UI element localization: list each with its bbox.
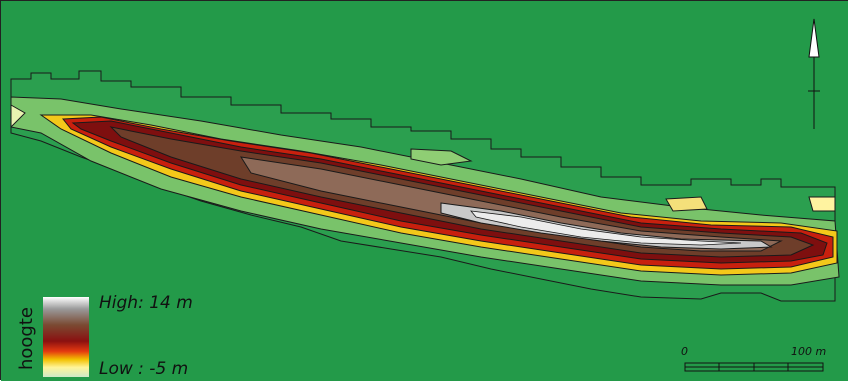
patch-green-3 xyxy=(808,196,836,212)
legend-title: hoogte xyxy=(15,306,37,370)
north-arrow-icon xyxy=(808,18,820,129)
patch-green-1 xyxy=(410,148,473,166)
contour-band-taupe xyxy=(240,156,783,252)
scale-bar xyxy=(684,362,824,372)
patch-green-2 xyxy=(665,196,708,212)
scale-start-label: 0 xyxy=(681,345,688,358)
contour-summit-peak xyxy=(470,210,742,246)
legend-low-label: Low : -5 m xyxy=(99,359,189,379)
scale-end-label: 100 m xyxy=(791,345,827,358)
contour-band-brown xyxy=(109,126,815,258)
patch-west xyxy=(10,104,26,129)
legend-high-label: High: 14 m xyxy=(99,293,193,313)
legend-color-ramp xyxy=(43,297,89,377)
